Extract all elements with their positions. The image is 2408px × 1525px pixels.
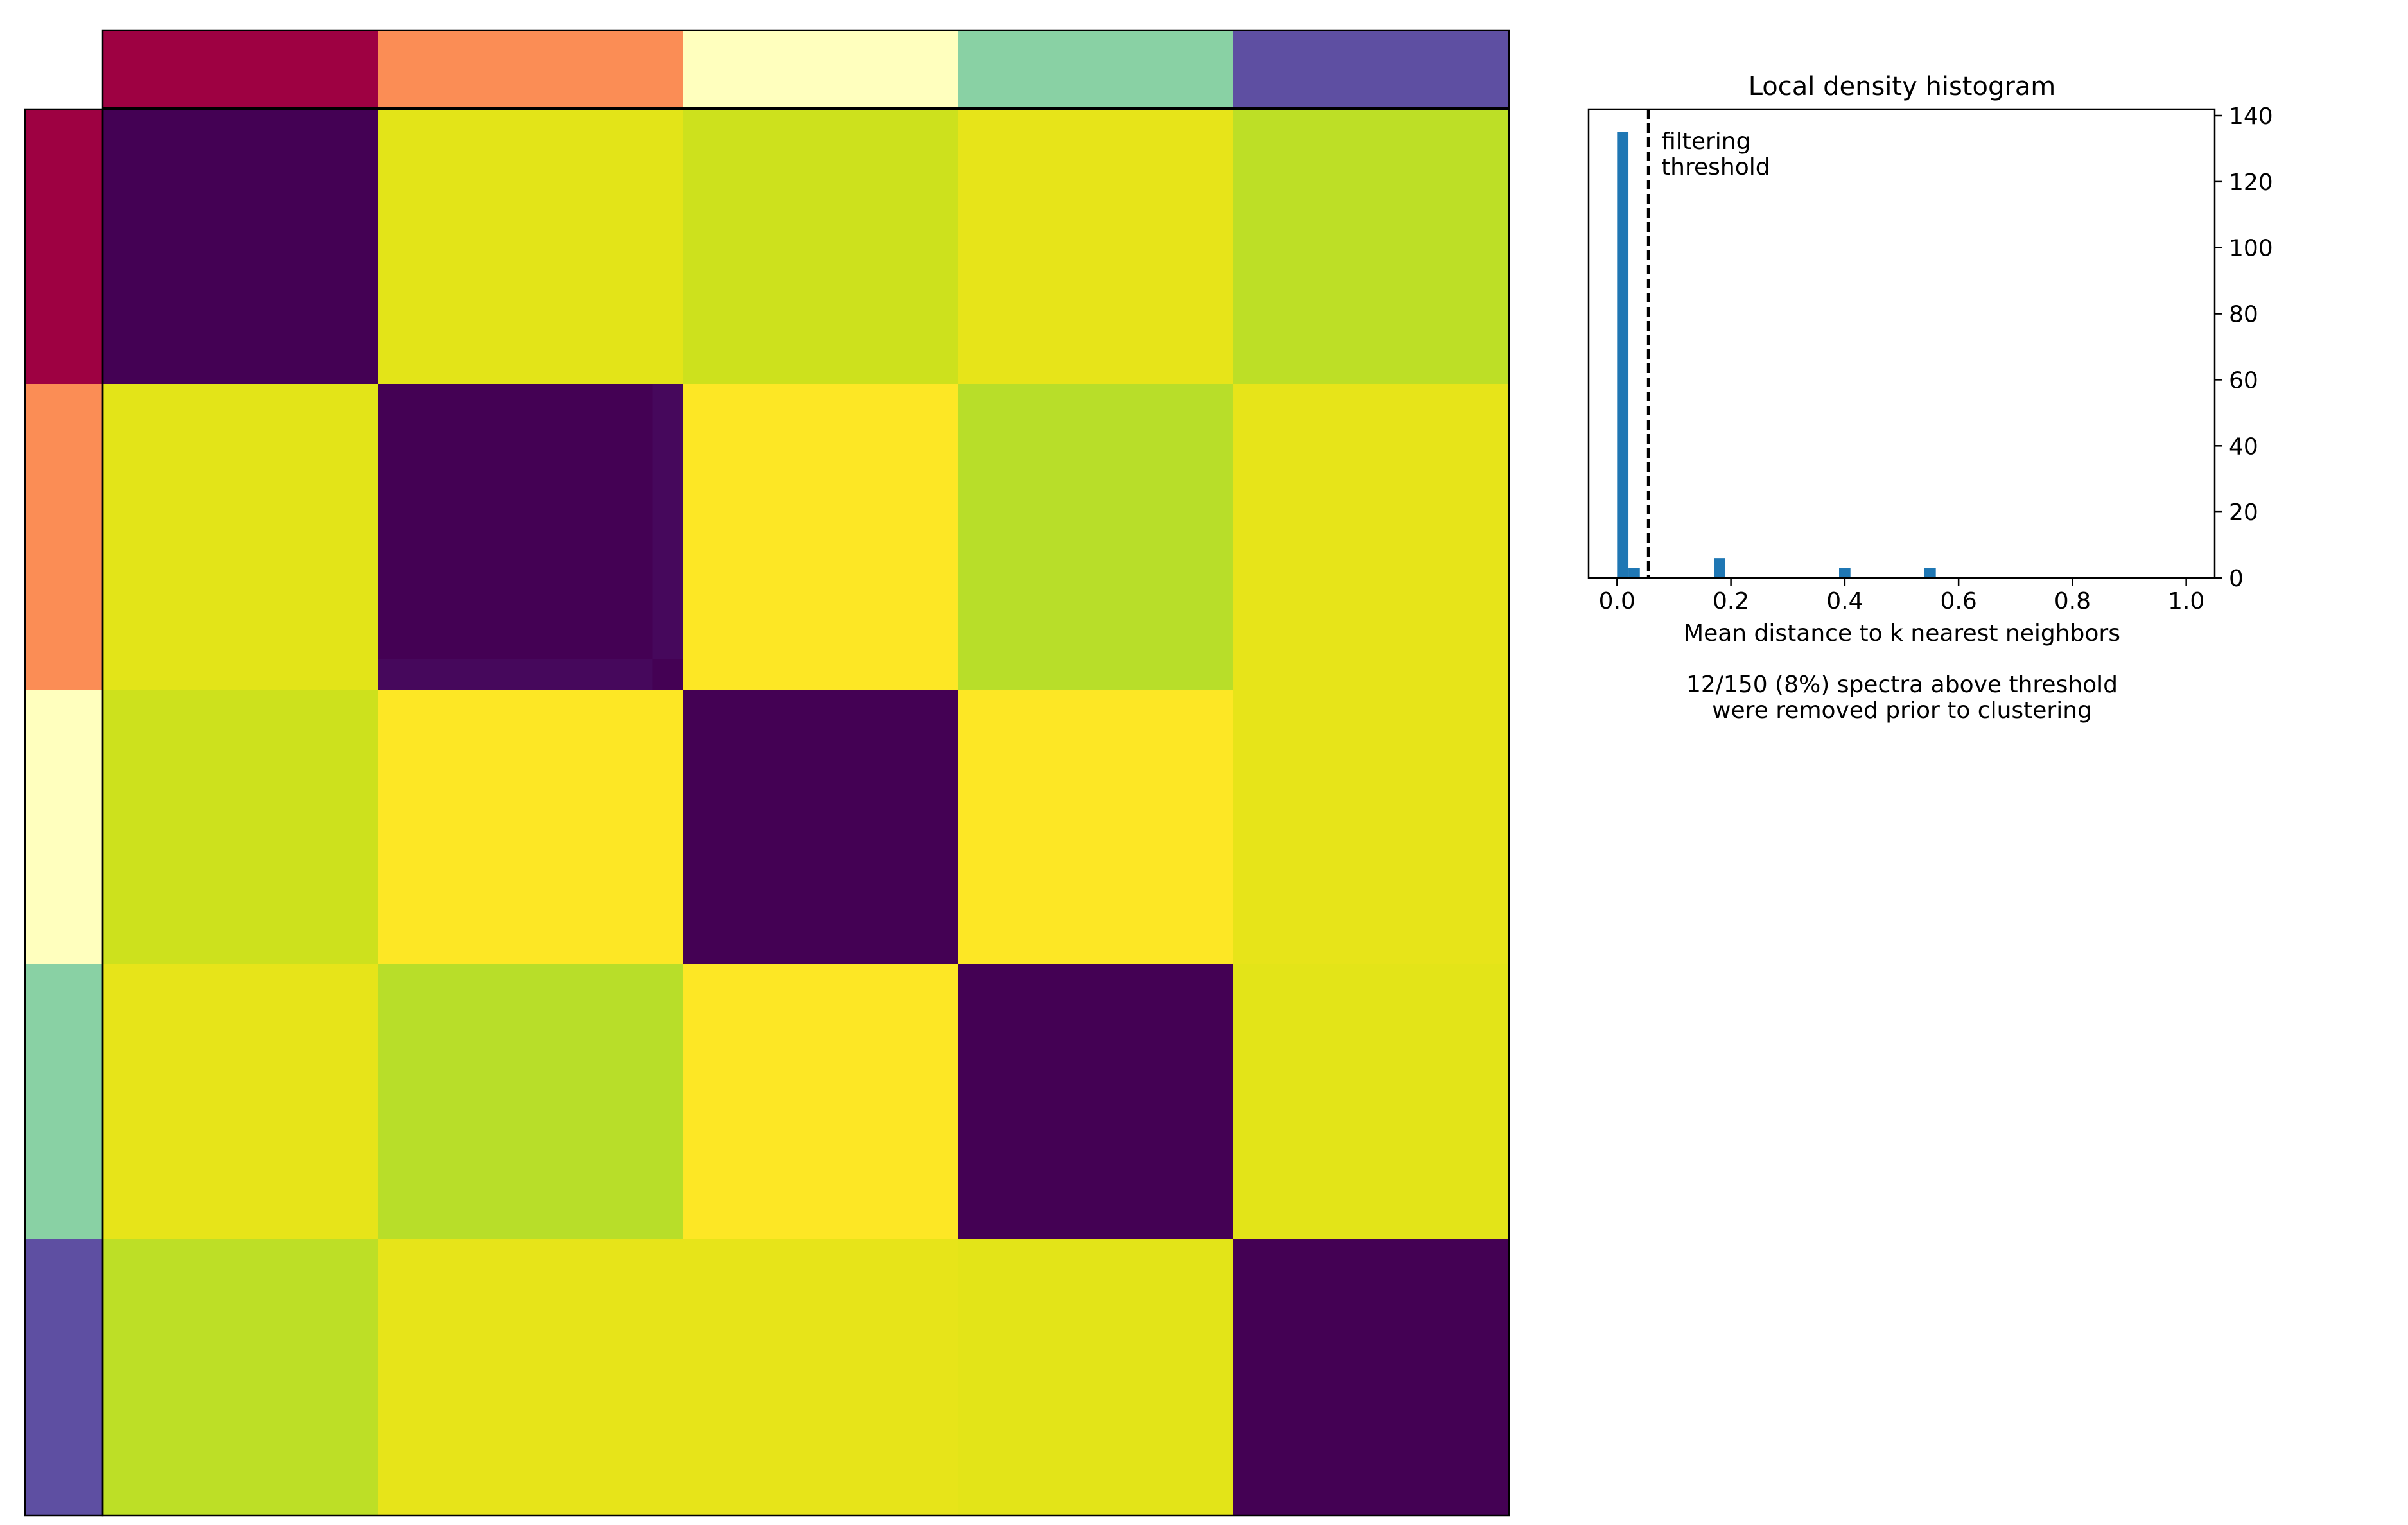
y-tick-label-1: 0 — [2229, 566, 2244, 592]
left-strip-cluster-5 — [25, 1239, 103, 1515]
left-strip-cluster-4 — [25, 964, 103, 1239]
heatmap-cell-2-5 — [1233, 384, 1510, 690]
x-tick-label-3: 0.4 — [1826, 588, 1863, 614]
heatmap-cells — [103, 109, 1510, 1516]
left-strip-cluster-2 — [25, 384, 103, 690]
histogram-bar-3 — [1714, 558, 1725, 578]
threshold-label-line-1: filtering — [1661, 128, 1750, 155]
y-tick-label-8: 140 — [2229, 103, 2273, 130]
top-strip-cluster-5 — [1233, 30, 1509, 108]
top-strip-frame — [101, 29, 1510, 109]
heatmap-cell-2-3 — [683, 384, 959, 690]
histogram-title: Local density histogram — [1749, 72, 2056, 101]
consensus-heatmap — [24, 29, 1510, 1517]
x-tick-label-5: 0.8 — [2054, 588, 2091, 614]
local-density-histogram: Local density histogram filtering thresh… — [1587, 72, 2273, 724]
heatmap-cell-3-1 — [103, 690, 378, 965]
left-strip-cluster-3 — [25, 690, 103, 964]
filter-summary-line-1: 12/150 (8%) spectra above threshold — [1686, 672, 2118, 698]
heatmap-cell-2-1 — [103, 384, 378, 690]
heatmap-subcell-1 — [378, 659, 653, 690]
filter-summary-line-2: were removed prior to clustering — [1712, 697, 2092, 724]
heatmap-cell-2-4 — [958, 384, 1234, 690]
heatmap-frames — [24, 29, 1510, 1517]
heatmap-subcell-2 — [652, 384, 683, 659]
heatmap-cell-1-4 — [958, 109, 1234, 385]
y-tick-label-3: 40 — [2229, 433, 2258, 460]
histogram-bar-1 — [1617, 132, 1629, 578]
heatmap-cell-3-5 — [1233, 690, 1510, 965]
top-strip-cluster-3 — [683, 30, 958, 108]
threshold-label-line-2: threshold — [1661, 154, 1770, 180]
left-cluster-color-strip — [25, 109, 103, 1515]
top-cluster-color-strip — [103, 30, 1509, 108]
heatmap-cell-4-2 — [378, 964, 684, 1240]
histogram-bar-4 — [1839, 568, 1851, 578]
histogram-bar-2 — [1628, 568, 1640, 578]
heatmap-cell-1-5 — [1233, 109, 1510, 385]
y-tick-label-2: 20 — [2229, 500, 2258, 526]
heatmap-cell-3-2 — [378, 690, 684, 965]
heatmap-cell-1-3 — [683, 109, 959, 385]
histogram-frame — [1587, 108, 2216, 579]
x-tick-label-2: 0.2 — [1713, 588, 1749, 614]
heatmap-cell-3-3 — [683, 690, 959, 965]
x-tick-label-4: 0.6 — [1941, 588, 1977, 614]
histogram-y-axis: 0 20 40 60 80 100 120 140 — [2215, 103, 2273, 592]
y-tick-label-6: 100 — [2229, 236, 2273, 262]
heatmap-cell-1-2 — [378, 109, 684, 385]
heatmap-cell-3-4 — [958, 690, 1234, 965]
heatmap-cell-5-5 — [1233, 1239, 1510, 1516]
heatmap-cell-4-3 — [683, 964, 959, 1240]
y-tick-label-5: 80 — [2229, 302, 2258, 328]
x-tick-label-1: 0.0 — [1599, 588, 1636, 614]
x-tick-label-6: 1.0 — [2168, 588, 2204, 614]
heatmap-cell-4-5 — [1233, 964, 1510, 1240]
y-tick-label-4: 60 — [2229, 367, 2258, 394]
left-strip-cluster-1 — [25, 109, 103, 384]
histogram-x-axis: 0.0 0.2 0.4 0.6 0.8 1.0 — [1599, 578, 2204, 614]
top-strip-cluster-2 — [378, 30, 683, 108]
heatmap-cell-5-1 — [103, 1239, 378, 1516]
top-strip-cluster-4 — [958, 30, 1233, 108]
heatmap-cell-2-2 — [378, 384, 684, 690]
heatmap-cell-4-4 — [958, 964, 1234, 1240]
y-tick-label-7: 120 — [2229, 170, 2273, 196]
top-strip-cluster-1 — [103, 30, 378, 108]
heatmap-cell-5-3 — [683, 1239, 959, 1516]
heatmap-cell-1-1 — [103, 109, 378, 385]
heatmap-cell-5-2 — [378, 1239, 684, 1516]
heatmap-cell-5-4 — [958, 1239, 1234, 1516]
heatmap-cell-4-1 — [103, 964, 378, 1240]
histogram-bars — [1617, 132, 1936, 578]
heatmap-frame — [101, 108, 1510, 1517]
histogram-x-axis-label: Mean distance to k nearest neighbors — [1684, 620, 2120, 647]
histogram-bar-5 — [1924, 568, 1936, 578]
